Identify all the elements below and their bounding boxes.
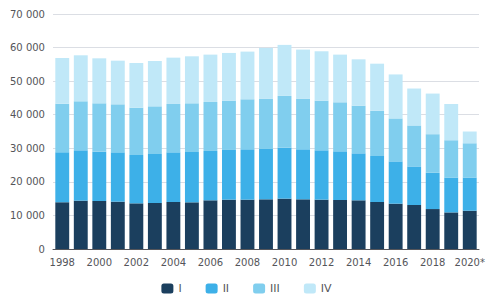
svg-text:2018: 2018 <box>420 257 445 268</box>
svg-text:40 000: 40 000 <box>10 109 45 120</box>
svg-text:2008: 2008 <box>235 257 260 268</box>
svg-text:2000: 2000 <box>87 257 112 268</box>
svg-text:2014: 2014 <box>346 257 371 268</box>
svg-text:60 000: 60 000 <box>10 42 45 53</box>
svg-text:2006: 2006 <box>198 257 223 268</box>
svg-text:20 000: 20 000 <box>10 176 45 187</box>
svg-text:1998: 1998 <box>50 257 75 268</box>
svg-text:IV: IV <box>321 282 332 295</box>
svg-text:2012: 2012 <box>309 257 334 268</box>
svg-text:2010: 2010 <box>272 257 297 268</box>
svg-text:2004: 2004 <box>161 257 186 268</box>
svg-text:10 000: 10 000 <box>10 210 45 221</box>
svg-text:30 000: 30 000 <box>10 143 45 154</box>
svg-text:2016: 2016 <box>383 257 408 268</box>
svg-text:70 000: 70 000 <box>10 9 45 20</box>
svg-text:2002: 2002 <box>124 257 149 268</box>
svg-text:III: III <box>270 282 280 295</box>
svg-text:2020*: 2020* <box>455 257 485 268</box>
svg-text:I: I <box>178 282 181 295</box>
svg-text:0: 0 <box>39 244 45 255</box>
svg-text:50 000: 50 000 <box>10 76 45 87</box>
svg-text:II: II <box>223 282 230 295</box>
